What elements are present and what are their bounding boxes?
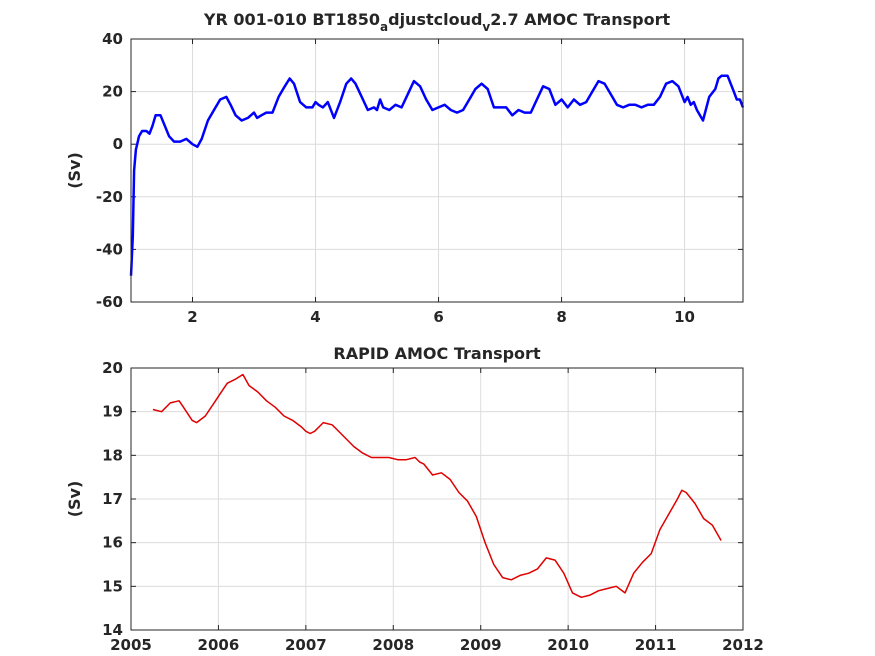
grid <box>130 367 744 631</box>
x-tick-label: 2007 <box>285 636 327 654</box>
chart-title: RAPID AMOC Transport <box>333 344 541 363</box>
y-tick-label: 20 <box>102 83 123 101</box>
y-tick-label: 17 <box>102 490 123 508</box>
x-tick-label: 6 <box>433 308 443 326</box>
y-tick-label: 20 <box>102 359 123 377</box>
x-tick-label: 2012 <box>722 636 764 654</box>
plot-area <box>130 38 744 303</box>
ticks: 2 4 6 8 10 -60 -40 -20 0 20 40 <box>96 30 743 326</box>
amoc-model-chart: YR 001-010 BT1850adjustcloudv2.7 AMOC Tr… <box>65 10 745 326</box>
x-tick-label: 8 <box>556 308 566 326</box>
y-axis-label: (Sv) <box>65 152 84 189</box>
rapid-amoc-chart: RAPID AMOC Transport 2005 2006 2007 2008 200… <box>65 344 764 654</box>
x-tick-label: 2005 <box>110 636 152 654</box>
x-tick-label: 2008 <box>372 636 414 654</box>
plot-area <box>130 367 744 631</box>
x-tick-label: 2006 <box>198 636 240 654</box>
y-tick-label: 18 <box>102 446 123 464</box>
grid <box>131 38 743 303</box>
x-tick-label: 4 <box>310 308 320 326</box>
y-tick-label: -60 <box>96 293 123 311</box>
y-tick-label: 19 <box>102 403 123 421</box>
y-tick-label: -40 <box>96 240 123 258</box>
ticks: 2005 2006 2007 2008 2009 2010 2011 2012 14 15 16 17… <box>102 359 764 654</box>
y-tick-label: 16 <box>102 534 123 552</box>
x-tick-label: 2010 <box>547 636 589 654</box>
y-tick-label: -20 <box>96 188 123 206</box>
y-axis-label: (Sv) <box>65 481 84 518</box>
series-line <box>129 74 745 276</box>
y-tick-label: 15 <box>102 577 123 595</box>
x-tick-label: 10 <box>674 308 695 326</box>
x-tick-label: 2011 <box>635 636 677 654</box>
x-tick-label: 2009 <box>460 636 502 654</box>
y-tick-label: 14 <box>102 621 123 639</box>
y-tick-label: 0 <box>113 135 123 153</box>
series-line <box>152 373 722 599</box>
x-tick-label: 2 <box>187 308 197 326</box>
y-tick-label: 40 <box>102 30 123 48</box>
chart-title: YR 001-010 BT1850adjustcloudv2.7 AMOC Tr… <box>203 10 671 34</box>
